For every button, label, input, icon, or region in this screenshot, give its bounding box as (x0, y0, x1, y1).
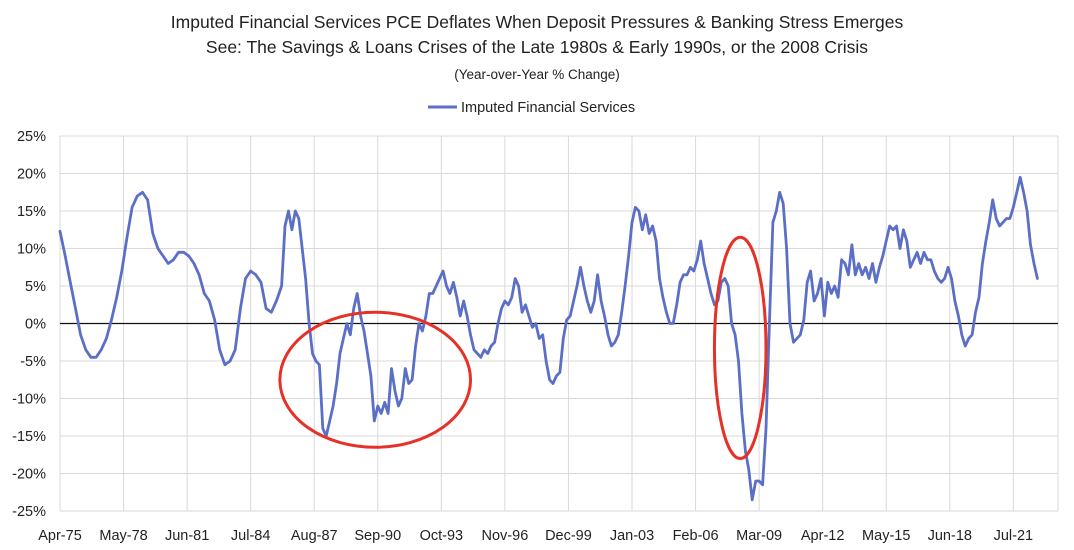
x-tick-label: May-15 (862, 528, 910, 544)
x-tick-label: Jun-18 (928, 528, 972, 544)
chart-title-line-2: See: The Savings & Loans Crises of the L… (206, 37, 868, 57)
y-tick-label: -25% (12, 504, 46, 520)
x-tick-label: Apr-12 (801, 528, 845, 544)
x-tick-label: Oct-93 (420, 528, 464, 544)
annotation-ellipse (278, 310, 473, 449)
x-tick-label: Dec-99 (545, 528, 592, 544)
series-line (58, 175, 1039, 502)
x-tick-label: Jul-84 (231, 528, 271, 544)
y-tick-label: -15% (12, 429, 46, 445)
x-tick-label: May-78 (99, 528, 147, 544)
x-tick-label: Mar-09 (736, 528, 782, 544)
y-axis: -25% -20% -15% -10% -5% 0% 5% 10% 15% 20% 25% (12, 129, 46, 520)
y-tick-label: 0% (25, 317, 46, 333)
x-axis: Apr-75 May-78 Jun-81 Jul-84 Aug-87 Sep-90 Oct-… (38, 528, 1033, 544)
y-tick-label: 15% (17, 204, 46, 220)
y-tick-label: 20% (17, 167, 46, 183)
legend-label: Imputed Financial Services (461, 100, 635, 116)
x-tick-label: Aug-87 (291, 528, 338, 544)
legend: Imputed Financial Services (428, 100, 635, 116)
x-tick-label: Feb-06 (673, 528, 719, 544)
chart-subtitle: (Year-over-Year % Change) (454, 67, 620, 82)
x-tick-label: Jan-03 (610, 528, 654, 544)
annotations (278, 235, 768, 460)
x-tick-label: Jul-21 (994, 528, 1034, 544)
x-tick-label: Apr-75 (38, 528, 82, 544)
y-tick-label: -10% (12, 392, 46, 408)
y-tick-label: 10% (17, 242, 46, 258)
x-tick-label: Sep-90 (354, 528, 401, 544)
chart-title-line-1: Imputed Financial Services PCE Deflates … (171, 12, 904, 32)
y-tick-label: 5% (25, 279, 46, 295)
y-tick-label: 25% (17, 129, 46, 145)
x-tick-label: Jun-81 (165, 528, 209, 544)
annotation-ellipse (712, 235, 768, 460)
y-tick-label: -5% (20, 354, 46, 370)
x-tick-label: Nov-96 (482, 528, 529, 544)
series (58, 175, 1039, 502)
y-tick-label: -20% (12, 467, 46, 483)
